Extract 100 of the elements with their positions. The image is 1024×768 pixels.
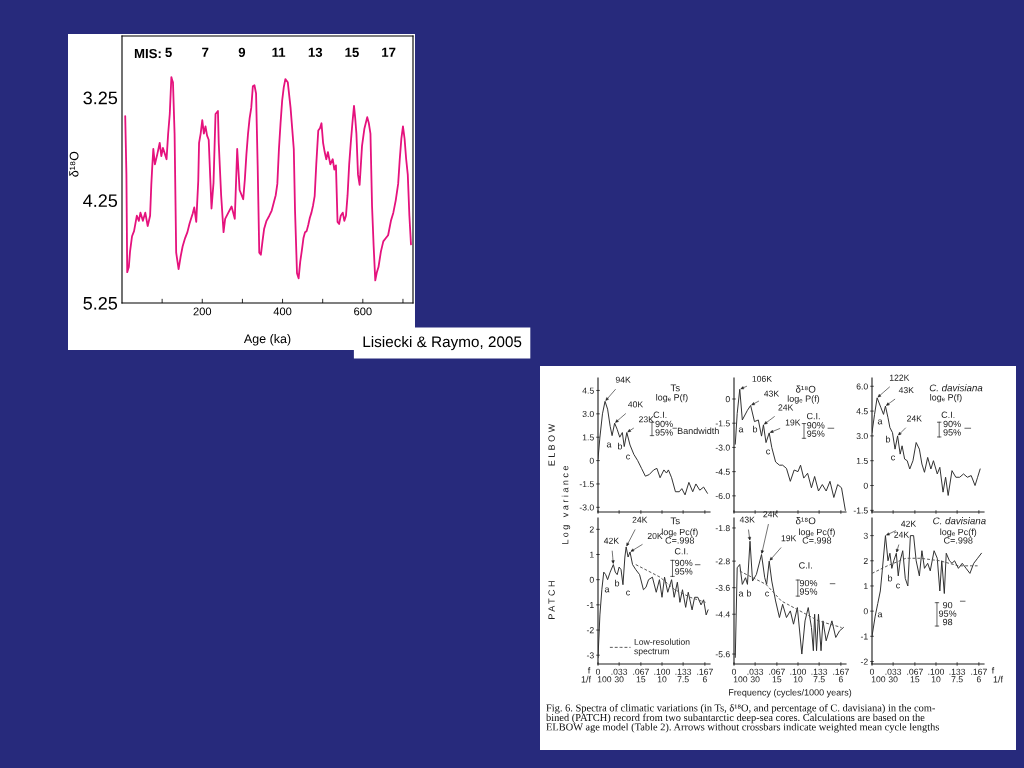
x-tick-label: 600 bbox=[354, 307, 372, 316]
x-tick-label: 0 bbox=[731, 668, 737, 675]
annotation: 90% 95% bbox=[799, 579, 818, 595]
y-tick-label: -1.5 bbox=[853, 507, 868, 514]
y-tick-label: 6.0 bbox=[856, 383, 868, 390]
text: 30 bbox=[614, 676, 624, 683]
y-tick-label: 3 bbox=[863, 532, 868, 539]
text: 10 bbox=[793, 676, 803, 683]
annotation: 42K bbox=[901, 520, 917, 527]
x-axis-title: Frequency (cycles/1000 years) bbox=[729, 688, 852, 698]
annotation: b bbox=[747, 589, 752, 597]
y-tick-label: -4.4 bbox=[715, 611, 730, 618]
text: 6 bbox=[838, 676, 843, 683]
y-tick-label: -3.6 bbox=[715, 584, 730, 591]
x-axis-title: f bbox=[587, 667, 591, 674]
y-axis-title: δ¹⁸O bbox=[69, 151, 79, 177]
x-tick-label: 0 bbox=[869, 668, 875, 675]
x-tick-label: .133 bbox=[675, 668, 692, 675]
annotation: a bbox=[606, 442, 612, 448]
text: 15 bbox=[636, 676, 646, 683]
text: logₑ P(f) bbox=[787, 395, 820, 404]
y-tick-label: 5.25 bbox=[83, 296, 118, 310]
x-tick-label: .100 bbox=[928, 668, 945, 675]
y-tick-label: -3.0 bbox=[579, 504, 594, 511]
annotation: 24K bbox=[763, 511, 779, 518]
y-tick-label: -1 bbox=[860, 633, 868, 640]
annotation: 24K bbox=[894, 531, 910, 538]
annotation: c bbox=[626, 590, 631, 596]
y-tick-label: -6.0 bbox=[715, 492, 730, 500]
annotation: a bbox=[877, 612, 883, 618]
annotation: b bbox=[888, 574, 893, 582]
x-tick-label: 400 bbox=[273, 307, 292, 316]
annotation: 122K bbox=[889, 374, 910, 381]
y-axis-title: P A T C H bbox=[548, 581, 555, 619]
caption: Fig. 6. Spectra of climatic variations (in Ts, δ¹⁸O, and percentage of C. davisiana) in the com- bined (PATCH) record from two subantarctic deep-sea cores. Calculations are based on the ELBOW age model (Table 2). Arrows without crossbars indicate weighted mean cycle lengths bbox=[546, 704, 939, 733]
x-tick-label: .067 bbox=[769, 668, 785, 675]
annotation: c bbox=[891, 455, 896, 461]
x-tick-label: .167 bbox=[971, 668, 987, 675]
legend-label: Low-resolution spectrum bbox=[634, 638, 690, 656]
y-tick-label: -2 bbox=[860, 658, 868, 665]
x-tick-label: .033 bbox=[747, 668, 764, 675]
text: Lisiecki & Raymo, 2005 bbox=[363, 335, 522, 351]
y-tick-label: 1.5 bbox=[856, 457, 868, 464]
text: 15 bbox=[772, 676, 782, 683]
text: 100 bbox=[733, 676, 748, 683]
annotation: 24K bbox=[778, 404, 794, 411]
y-tick-label: 1 bbox=[590, 551, 594, 558]
x-tick-label: .133 bbox=[949, 668, 966, 675]
y-tick-label: 0 bbox=[589, 576, 594, 583]
annotation: 90 95% 98 bbox=[938, 601, 957, 626]
text: 1/f bbox=[581, 675, 592, 683]
y-tick-label: 3.0 bbox=[856, 433, 868, 440]
annotation: C.I. bbox=[799, 562, 812, 569]
y-tick-label: -3 bbox=[586, 652, 594, 659]
y-tick-label: 0 bbox=[589, 457, 594, 464]
x-tick-label: .167 bbox=[697, 668, 713, 675]
annotation: 43K bbox=[739, 516, 755, 523]
x2-tick-label: 17 bbox=[382, 47, 396, 57]
y-tick-label: 4.5 bbox=[856, 408, 868, 415]
text: 6 bbox=[702, 676, 707, 683]
y-tick-label: -3.0 bbox=[715, 444, 730, 451]
y-tick-label: -1.5 bbox=[715, 420, 730, 427]
y-tick-label: 2 bbox=[863, 557, 868, 564]
annotation: 106K bbox=[752, 375, 772, 382]
text: 15 bbox=[910, 676, 920, 683]
x-tick-label: .133 bbox=[811, 668, 828, 675]
annotation: Bandwidth bbox=[677, 427, 719, 435]
y-axis-title: E L B O W bbox=[548, 423, 555, 466]
y-tick-label: 3.25 bbox=[83, 91, 118, 105]
x-tick-label: .067 bbox=[907, 668, 923, 675]
text: logₑ Pc(f) C=.998 bbox=[799, 528, 835, 544]
annotation: 43K bbox=[764, 390, 780, 397]
annotation: b bbox=[615, 579, 620, 587]
x2-tick-label: 11 bbox=[272, 47, 286, 57]
x2-axis-title: MIS: bbox=[134, 48, 161, 59]
line-series bbox=[872, 557, 979, 574]
text: 7.5 bbox=[951, 676, 963, 683]
line-series bbox=[124, 76, 412, 282]
text: C. davisiana bbox=[929, 384, 983, 392]
x-tick-label: .067 bbox=[633, 668, 649, 675]
annotation: a bbox=[877, 419, 883, 425]
x2-tick-label: 15 bbox=[345, 47, 359, 57]
y-tick-label: 4.5 bbox=[582, 387, 594, 394]
annotation: 24K bbox=[632, 516, 648, 523]
text: logₑ Pc(f) C=.998 bbox=[940, 528, 977, 544]
annotation: 42K bbox=[603, 537, 619, 544]
x-tick-label: 0 bbox=[595, 668, 601, 675]
text: 10 bbox=[931, 676, 941, 683]
text: logₑ Pc(f) C=.998 bbox=[661, 528, 698, 544]
annotation: b bbox=[618, 442, 623, 450]
x-tick-label: .167 bbox=[833, 668, 849, 675]
y-tick-label: -1 bbox=[586, 602, 594, 608]
x2-tick-label: 13 bbox=[308, 47, 323, 58]
y-tick-label: -2.8 bbox=[715, 558, 730, 565]
annotation: 90% 95% bbox=[807, 422, 825, 437]
text: 30 bbox=[888, 676, 898, 683]
chart-title: C. davisiana bbox=[933, 517, 986, 525]
text: 100 bbox=[871, 676, 886, 683]
y-tick-label: -4.5 bbox=[715, 468, 730, 475]
annotation: 20K bbox=[647, 532, 663, 540]
